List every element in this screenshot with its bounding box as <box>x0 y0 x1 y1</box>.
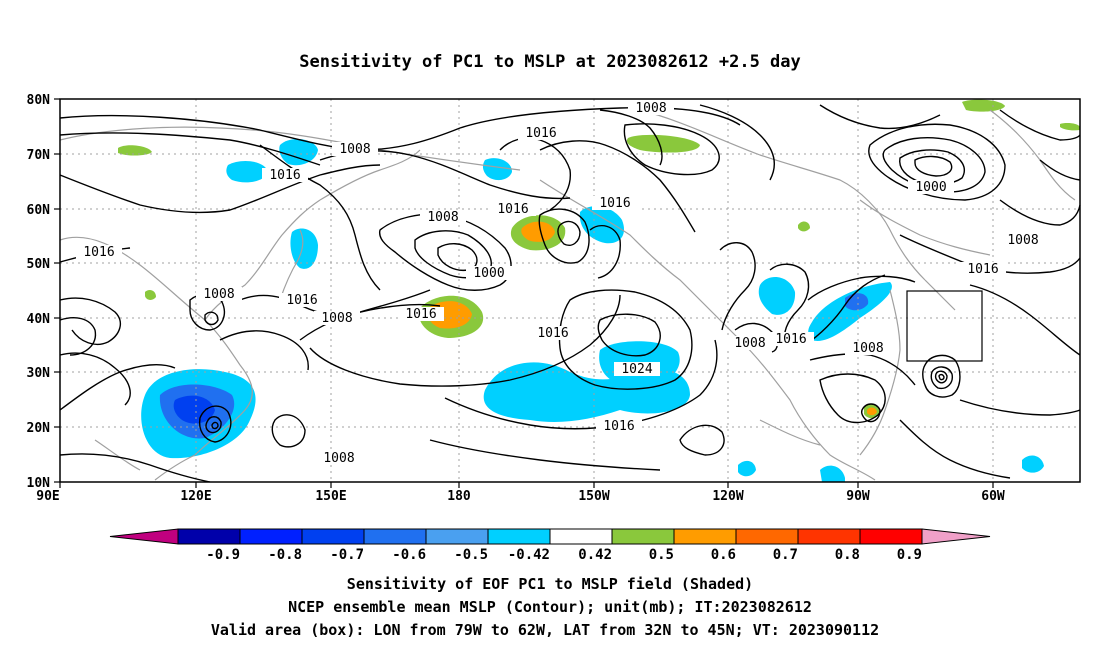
map-panel: 1008 1016 1008 1016 1016 1016 1008 1016 … <box>59 98 1081 483</box>
contour-label: 1016 <box>599 196 630 211</box>
contour-label: 1008 <box>339 142 370 157</box>
contour-label: 1016 <box>603 419 634 434</box>
shade-darkblue-east-asia <box>173 395 215 424</box>
contour-label: 1008 <box>427 210 458 225</box>
colorbar-label: 0.7 <box>773 547 798 563</box>
contour-label: 1000 <box>915 180 946 195</box>
x-tick-label: 120E <box>180 489 211 504</box>
colorbar-swatch <box>301 528 365 545</box>
contour-label: 1016 <box>497 202 528 217</box>
colorbar-label: -0.5 <box>454 547 488 563</box>
colorbar: -0.9 -0.8 -0.7 -0.6 -0.5 -0.42 0.42 0.5 0.6 0.7 0.… <box>109 528 991 563</box>
colorbar-swatch <box>549 528 613 545</box>
y-tick-label: 20N <box>27 421 51 436</box>
contour-label: 1016 <box>83 245 114 260</box>
contour-label: 1016 <box>775 332 806 347</box>
y-tick-label: 70N <box>27 148 51 163</box>
colorbar-swatch <box>487 528 551 545</box>
colorbar-label: 0.5 <box>649 547 674 563</box>
shade-green-central-asia <box>145 289 156 300</box>
colorbar-label: -0.6 <box>392 547 426 563</box>
contour-label: 1008 <box>203 287 234 302</box>
contour-label: 1008 <box>734 336 765 351</box>
colorbar-label: -0.42 <box>508 547 550 563</box>
contour-label: 1008 <box>1007 233 1038 248</box>
shade-green-siberia <box>118 145 152 156</box>
mslp-contours <box>59 104 1081 483</box>
shade-cyan-gulf <box>820 465 845 482</box>
x-tick-label: 180 <box>447 489 471 504</box>
shade-cyan-japan <box>290 228 318 269</box>
y-tick-label: 10N <box>27 476 51 491</box>
contour-label: 1016 <box>537 326 568 341</box>
footer-line-2: NCEP ensemble mean MSLP (Contour); unit(… <box>288 598 812 616</box>
shade-cyan-us-west <box>758 276 796 315</box>
contour-label: 1008 <box>852 341 883 356</box>
shade-cyan-alaska <box>579 206 625 244</box>
contour-labels: 1008 1016 1008 1016 1016 1016 1008 1016 … <box>76 101 1046 466</box>
colorbar-extend-high <box>921 528 991 545</box>
colorbar-swatch <box>859 528 923 545</box>
colorbar-swatch <box>673 528 737 545</box>
shade-green-arctic <box>626 134 700 153</box>
contour-label: 1000 <box>473 266 504 281</box>
colorbar-swatch <box>735 528 799 545</box>
colorbar-swatch <box>239 528 303 545</box>
y-tick-label: 30N <box>27 366 51 381</box>
shade-cyan-mex <box>738 460 756 477</box>
y-tick-label: 80N <box>27 93 51 108</box>
colorbar-label: 0.6 <box>711 547 736 563</box>
shade-cyan-japan-north <box>279 138 318 166</box>
colorbar-label: 0.9 <box>897 547 922 563</box>
x-tick-label: 60W <box>981 489 1005 504</box>
shade-orange-bering <box>521 221 555 242</box>
valid-area-box <box>906 290 983 362</box>
x-tick-label: 90W <box>846 489 870 504</box>
colorbar-swatch <box>363 528 427 545</box>
y-axis: 80N 70N 60N 50N 40N 30N 20N 10N <box>27 93 60 491</box>
colorbar-label: 0.8 <box>835 547 860 563</box>
shade-cyan-siberia <box>226 160 268 183</box>
colorbar-extend-low <box>109 528 179 545</box>
shade-green-hudson <box>798 221 810 232</box>
contour-label: 1008 <box>635 101 666 116</box>
contour-label: 1024 <box>621 362 652 377</box>
y-tick-label: 60N <box>27 203 51 218</box>
x-tick-label: 150W <box>578 489 609 504</box>
shade-cyan-alaska-n <box>482 158 512 181</box>
contour-label: 1016 <box>525 126 556 141</box>
x-tick-label: 120W <box>712 489 743 504</box>
shade-cyan-us-east <box>808 282 892 341</box>
shade-green-greenland <box>962 99 1005 112</box>
colorbar-label: 0.42 <box>578 547 612 563</box>
contour-label: 1008 <box>321 311 352 326</box>
colorbar-swatch <box>177 528 241 545</box>
y-tick-label: 40N <box>27 312 51 327</box>
contour-label: 1008 <box>323 451 354 466</box>
contour-label: 1016 <box>405 307 436 322</box>
colorbar-swatch <box>611 528 675 545</box>
shade-green-atlantic <box>1060 123 1080 131</box>
colorbar-swatch <box>425 528 489 545</box>
contour-label: 1016 <box>286 293 317 308</box>
footer-line-1: Sensitivity of EOF PC1 to MSLP field (Sh… <box>347 575 753 593</box>
x-tick-label: 150E <box>315 489 346 504</box>
coastlines <box>59 109 1076 481</box>
contour-label: 1016 <box>269 168 300 183</box>
colorbar-label: -0.9 <box>206 547 240 563</box>
x-axis: 90E 120E 150E 180 150W 120W 90W 60W <box>36 482 1005 504</box>
colorbar-label: -0.7 <box>330 547 364 563</box>
colorbar-label: -0.8 <box>268 547 302 563</box>
contour-label: 1016 <box>967 262 998 277</box>
y-tick-label: 50N <box>27 257 51 272</box>
footer-line-3: Valid area (box): LON from 79W to 62W, L… <box>211 621 879 639</box>
shade-cyan-atlantic <box>1022 455 1044 473</box>
x-tick-label: 90E <box>36 489 59 504</box>
figure-title: Sensitivity of PC1 to MSLP at 2023082612… <box>299 52 801 72</box>
colorbar-swatch <box>797 528 861 545</box>
shade-orange-gulf <box>867 407 877 416</box>
